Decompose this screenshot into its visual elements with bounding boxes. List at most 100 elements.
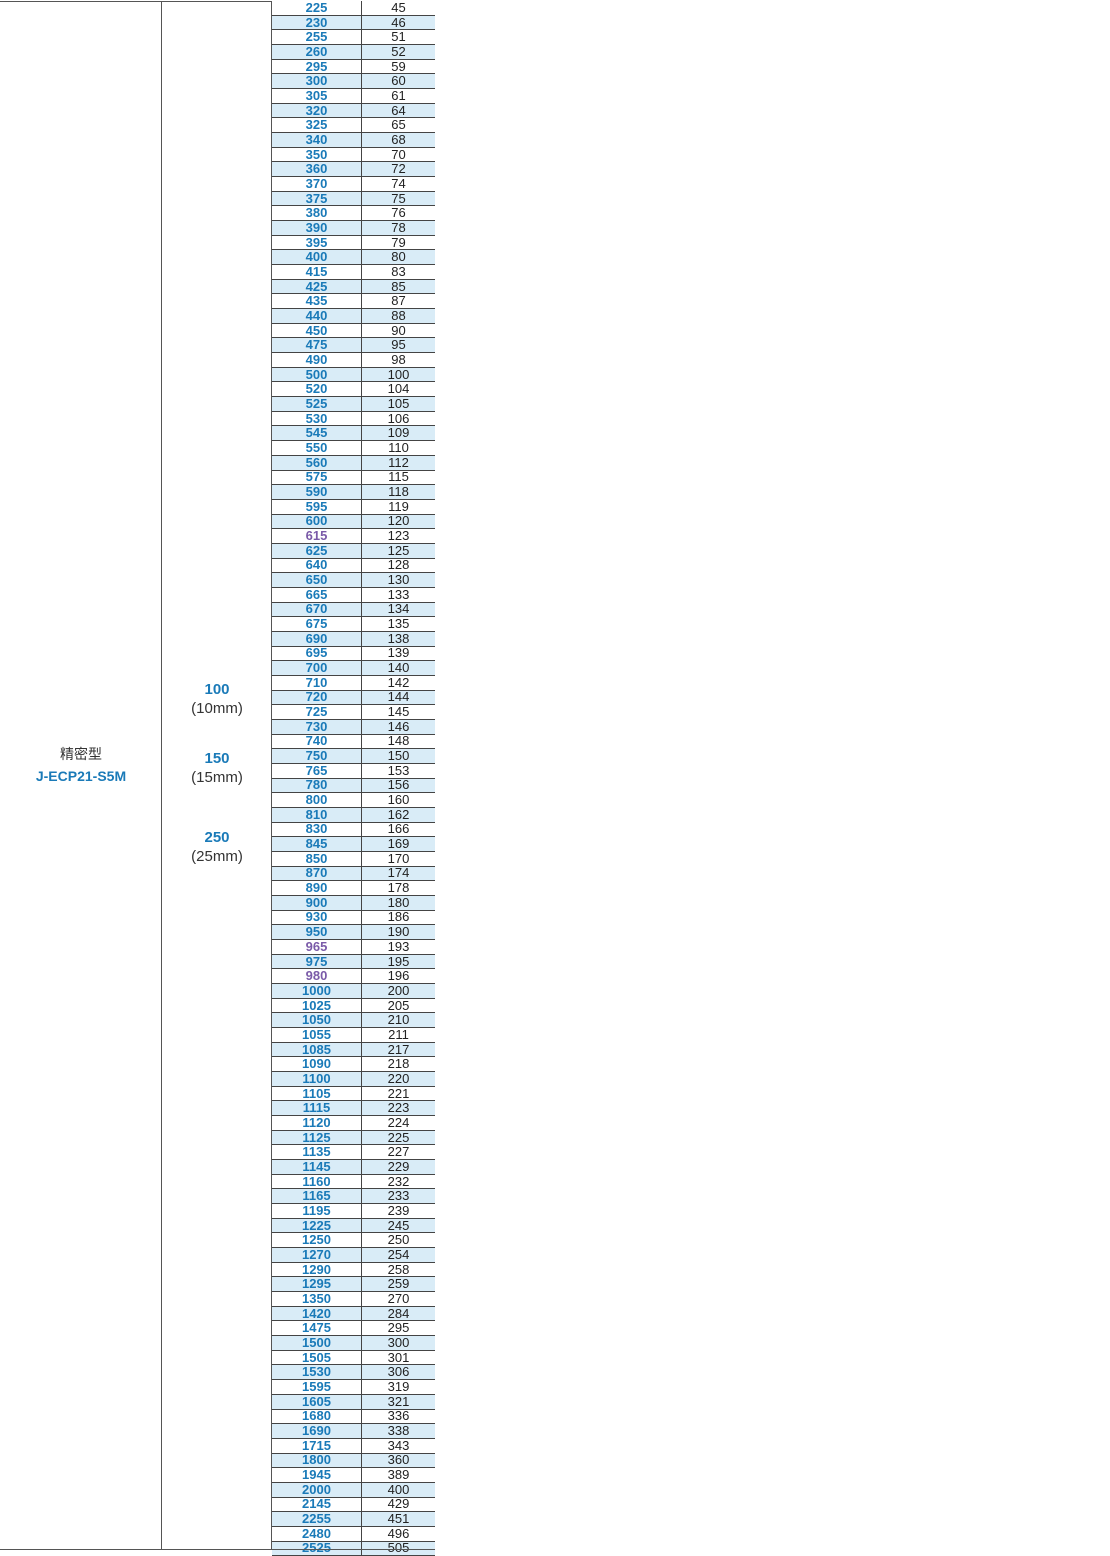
- belt-length-cell: 1530: [272, 1364, 362, 1381]
- table-row: 2480 496: [272, 1526, 435, 1542]
- table-row: 1055 211: [272, 1027, 435, 1043]
- belt-length-cell: 1270: [272, 1247, 362, 1263]
- table-row: 390 78: [272, 220, 435, 236]
- table-row: 1165 233: [272, 1188, 435, 1205]
- belt-length-cell: 1225: [272, 1218, 362, 1234]
- width-option: 100 (10mm): [162, 681, 272, 719]
- table-row: 900 180: [272, 895, 435, 911]
- table-row: 695 139: [272, 646, 435, 662]
- table-row: 1475 295: [272, 1320, 435, 1337]
- table-row: 440 88: [272, 308, 435, 324]
- belt-length-cell: 1290: [272, 1262, 362, 1278]
- teeth-count-cell: 110: [361, 440, 435, 456]
- table-row: 690 138: [272, 631, 435, 647]
- teeth-count-cell: 336: [361, 1409, 435, 1425]
- teeth-count-cell: 193: [361, 939, 435, 955]
- table-row: 230 46: [272, 15, 435, 31]
- table-row: 370 74: [272, 176, 435, 192]
- table-row: 530 106: [272, 411, 435, 427]
- table-row: 320 64: [272, 103, 435, 119]
- belt-length-cell: 350: [272, 147, 362, 163]
- table-row: 350 70: [272, 147, 435, 163]
- table-row: 450 90: [272, 323, 435, 339]
- table-row: 740 148: [272, 734, 435, 750]
- teeth-count-cell: 134: [361, 602, 435, 618]
- belt-length-cell: 765: [272, 763, 362, 779]
- teeth-count-cell: 195: [361, 954, 435, 970]
- teeth-count-cell: 505: [361, 1541, 435, 1556]
- belt-length-cell: 965: [272, 939, 362, 955]
- belt-length-cell: 1680: [272, 1409, 362, 1425]
- table-row: 950 190: [272, 924, 435, 940]
- teeth-count-cell: 85: [361, 279, 435, 295]
- belt-length-cell: 870: [272, 866, 362, 882]
- belt-length-cell: 710: [272, 675, 362, 691]
- teeth-count-cell: 220: [361, 1071, 435, 1087]
- belt-length-cell: 2000: [272, 1482, 362, 1498]
- table-row: 1050 210: [272, 1012, 435, 1029]
- teeth-count-cell: 87: [361, 293, 435, 310]
- teeth-count-cell: 100: [361, 367, 435, 383]
- belt-length-cell: 1085: [272, 1042, 362, 1058]
- table-row: 780 156: [272, 778, 435, 794]
- width-code: 250: [204, 829, 230, 846]
- belt-length-cell: 530: [272, 411, 362, 427]
- teeth-count-cell: 95: [361, 337, 435, 354]
- table-row: 665 133: [272, 587, 435, 603]
- teeth-count-cell: 223: [361, 1100, 435, 1117]
- table-row: 520 104: [272, 381, 435, 398]
- table-row: 1085 217: [272, 1042, 435, 1058]
- table-row: 2255 451: [272, 1511, 435, 1527]
- teeth-count-cell: 178: [361, 880, 435, 896]
- belt-length-cell: 1050: [272, 1012, 362, 1029]
- belt-length-cell: 1690: [272, 1423, 362, 1439]
- table-row: 1595 319: [272, 1379, 435, 1395]
- teeth-count-cell: 225: [361, 1130, 435, 1146]
- belt-length-cell: 1145: [272, 1159, 362, 1175]
- teeth-count-cell: 156: [361, 778, 435, 794]
- belt-length-cell: 590: [272, 484, 362, 500]
- table-row: 1105 221: [272, 1086, 435, 1102]
- table-row: 490 98: [272, 352, 435, 368]
- table-row: 615 123: [272, 528, 435, 544]
- belt-length-cell: 525: [272, 396, 362, 412]
- teeth-count-cell: 174: [361, 866, 435, 882]
- belt-length-cell: 850: [272, 851, 362, 867]
- belt-length-cell: 830: [272, 822, 362, 838]
- belt-length-cell: 1605: [272, 1394, 362, 1410]
- teeth-count-cell: 153: [361, 763, 435, 779]
- belt-length-cell: 545: [272, 425, 362, 442]
- table-row: 1715 343: [272, 1438, 435, 1454]
- teeth-count-cell: 123: [361, 528, 435, 544]
- belt-length-cell: 520: [272, 381, 362, 398]
- table-row: 560 112: [272, 455, 435, 471]
- belt-length-cell: 1090: [272, 1056, 362, 1073]
- table-row: 830 166: [272, 822, 435, 838]
- table-row: 1270 254: [272, 1247, 435, 1263]
- table-row: 1690 338: [272, 1423, 435, 1439]
- teeth-count-cell: 76: [361, 205, 435, 222]
- belt-length-cell: 320: [272, 103, 362, 119]
- table-row: 845 169: [272, 836, 435, 852]
- teeth-count-cell: 144: [361, 690, 435, 706]
- belt-length-cell: 695: [272, 646, 362, 662]
- table-row: 675 135: [272, 616, 435, 632]
- teeth-count-cell: 218: [361, 1056, 435, 1073]
- belt-length-cell: 490: [272, 352, 362, 368]
- teeth-count-cell: 112: [361, 455, 435, 471]
- teeth-count-cell: 239: [361, 1203, 435, 1219]
- teeth-count-cell: 295: [361, 1320, 435, 1337]
- belt-length-cell: 845: [272, 836, 362, 852]
- belt-length-cell: 730: [272, 719, 362, 735]
- teeth-count-cell: 51: [361, 29, 435, 46]
- table-row: 650 130: [272, 572, 435, 588]
- teeth-count-cell: 83: [361, 264, 435, 280]
- table-row: 595 119: [272, 499, 435, 515]
- teeth-count-cell: 196: [361, 968, 435, 985]
- teeth-count-cell: 146: [361, 719, 435, 735]
- table-row: 1125 225: [272, 1130, 435, 1146]
- teeth-count-cell: 169: [361, 836, 435, 852]
- belt-length-cell: 625: [272, 543, 362, 559]
- teeth-count-cell: 338: [361, 1423, 435, 1439]
